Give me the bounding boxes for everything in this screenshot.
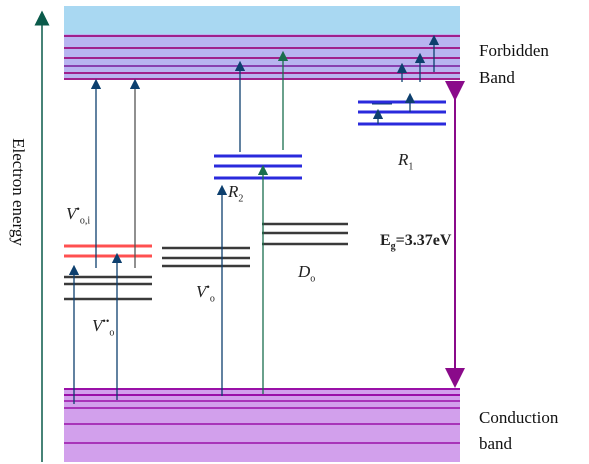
- defect-label-r2: R2: [228, 182, 244, 205]
- level-group-vo: [162, 246, 250, 268]
- bandgap-label: Eg=3.37eV: [380, 232, 452, 253]
- level-group-do: [262, 222, 348, 246]
- conduction-band: [64, 388, 460, 462]
- forbidden-band-label-line1: Forbidden: [479, 41, 549, 60]
- conduction-band-label-line2: band: [479, 434, 513, 453]
- conduction-band-label-line1: Conduction: [479, 408, 559, 427]
- forbidden-band: [64, 6, 460, 80]
- level-group-voi: [64, 244, 152, 301]
- defect-label-do: Do: [298, 262, 316, 285]
- level-group-r2: [214, 154, 302, 180]
- defect-label-vo2: V••o: [92, 316, 115, 339]
- defect-label-r1: R1: [398, 150, 414, 173]
- defect-label-vod: V•o,i: [66, 204, 91, 227]
- transition-arrows: [68, 34, 440, 404]
- axis-label-electron-energy: Electron energy: [9, 138, 28, 246]
- level-group-r1: [358, 100, 446, 126]
- forbidden-band-label-line2: Band: [479, 68, 515, 87]
- defect-label-vo1: V•o: [196, 282, 215, 305]
